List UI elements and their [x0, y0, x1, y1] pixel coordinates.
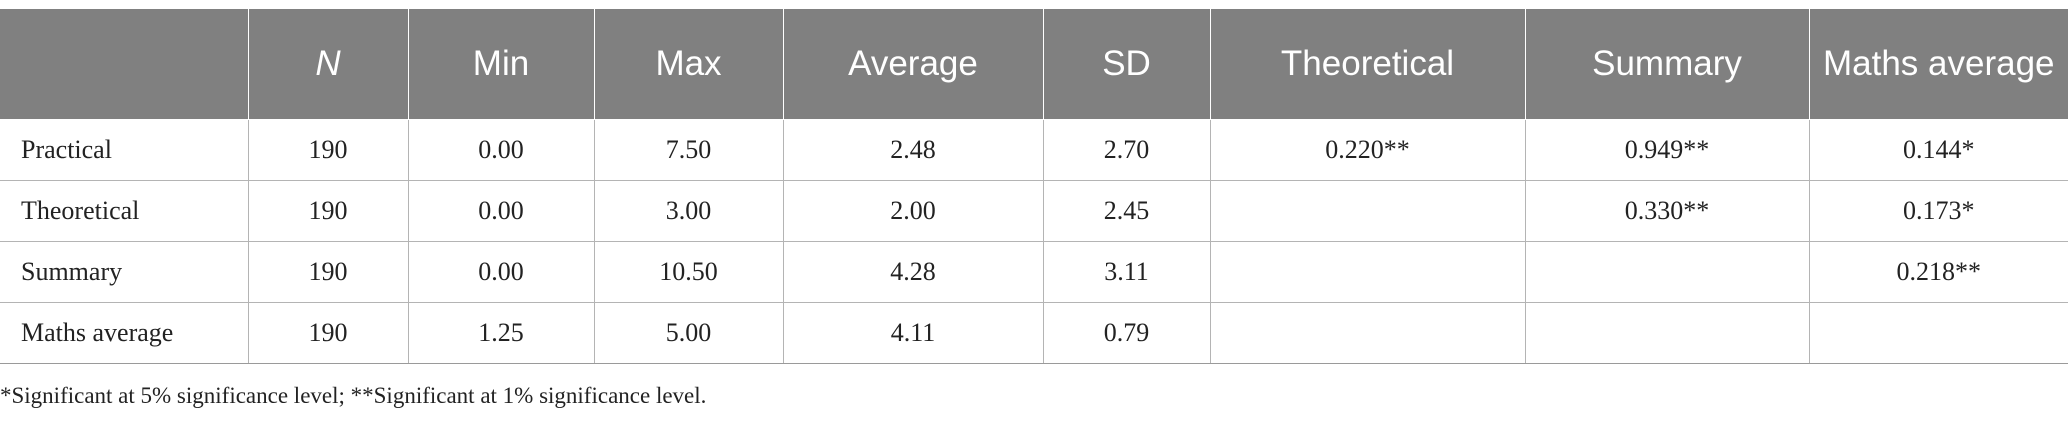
table-cell: 190 [247, 180, 409, 242]
table-cell: 7.50 [593, 119, 784, 181]
row-label: Theoretical [0, 180, 249, 242]
table-cell: 0.949** [1524, 119, 1810, 181]
table-cell [1209, 180, 1526, 242]
header-cell-summary: Summary [1524, 9, 1810, 120]
table-cell: 0.00 [407, 119, 595, 181]
table-cell: 0.00 [407, 180, 595, 242]
table-cell: 190 [247, 302, 409, 364]
table-cell: 190 [247, 119, 409, 181]
header-cell-n: N [247, 9, 409, 120]
row-label: Practical [0, 119, 249, 181]
header-cell-max: Max [593, 9, 784, 120]
table-cell [1209, 302, 1526, 364]
header-cell-sd: SD [1042, 9, 1211, 120]
table-cell: 2.45 [1042, 180, 1211, 242]
table-cell: 2.70 [1042, 119, 1211, 181]
header-row: N Min Max Average SD Theoretical Summary… [0, 9, 2068, 120]
header-cell-min: Min [407, 9, 595, 120]
table-cell: 3.11 [1042, 241, 1211, 303]
table-cell: 10.50 [593, 241, 784, 303]
table-row: Summary 190 0.00 10.50 4.28 3.11 0.218** [0, 241, 2068, 303]
row-label: Summary [0, 241, 249, 303]
table-cell: 2.48 [782, 119, 1044, 181]
header-cell-maths-average: Maths average [1808, 9, 2068, 120]
table-cell: 1.25 [407, 302, 595, 364]
statistics-table: N Min Max Average SD Theoretical Summary… [0, 9, 2068, 364]
table-cell: 3.00 [593, 180, 784, 242]
table-cell [1524, 302, 1810, 364]
table-footnote: *Significant at 5% significance level; *… [0, 383, 707, 408]
table-row: Maths average 190 1.25 5.00 4.11 0.79 [0, 302, 2068, 364]
table-cell [1524, 241, 1810, 303]
table-cell: 0.79 [1042, 302, 1211, 364]
table-cell: 0.173* [1808, 180, 2068, 242]
table-row: Practical 190 0.00 7.50 2.48 2.70 0.220*… [0, 119, 2068, 181]
table-cell: 0.144* [1808, 119, 2068, 181]
header-cell-average: Average [782, 9, 1044, 120]
table-cell: 4.28 [782, 241, 1044, 303]
table-cell: 0.218** [1808, 241, 2068, 303]
table-row: Theoretical 190 0.00 3.00 2.00 2.45 0.33… [0, 180, 2068, 242]
table-cell: 5.00 [593, 302, 784, 364]
table-cell: 0.220** [1209, 119, 1526, 181]
table-cell: 190 [247, 241, 409, 303]
header-cell-theoretical: Theoretical [1209, 9, 1526, 120]
row-label: Maths average [0, 302, 249, 364]
table-cell [1209, 241, 1526, 303]
table-cell [1808, 302, 2068, 364]
header-cell-row-label [0, 9, 249, 120]
table-cell: 2.00 [782, 180, 1044, 242]
table-cell: 0.00 [407, 241, 595, 303]
table-cell: 0.330** [1524, 180, 1810, 242]
table-cell: 4.11 [782, 302, 1044, 364]
